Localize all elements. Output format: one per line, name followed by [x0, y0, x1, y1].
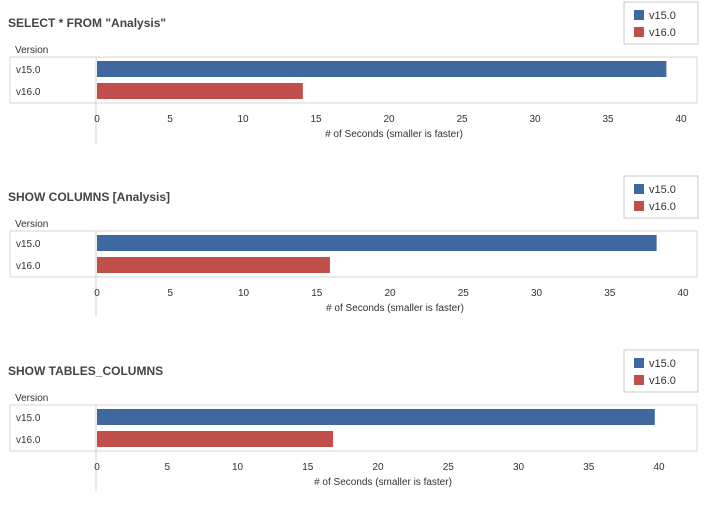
legend-label: v15.0 — [649, 184, 676, 196]
chart-panel-1: SELECT * FROM "Analysis" v15.0 v16.0 Versio… — [8, 1, 699, 143]
category-header: Version — [15, 393, 48, 404]
tick-label-5: 5 — [164, 462, 170, 473]
tick-label-20: 20 — [383, 114, 395, 125]
bar-v16.0 — [97, 431, 334, 447]
legend: v15.0 v16.0 — [623, 175, 699, 219]
tick-label-25: 25 — [458, 288, 470, 299]
legend-swatch-v16.0 — [634, 27, 644, 37]
tick-label-30: 30 — [513, 462, 525, 473]
tick-label-5: 5 — [167, 114, 173, 125]
tick-label-35: 35 — [583, 462, 595, 473]
legend-swatch-v16.0 — [634, 375, 644, 385]
tick-label-25: 25 — [456, 114, 468, 125]
category-label-v15.0: v15.0 — [16, 413, 41, 424]
legend-label: v16.0 — [649, 201, 676, 213]
x-axis-label: # of Seconds (smaller is faster) — [325, 129, 463, 140]
category-label-v16.0: v16.0 — [16, 87, 41, 98]
legend: v15.0 v16.0 — [623, 349, 699, 393]
tick-label-15: 15 — [311, 288, 323, 299]
tick-label-25: 25 — [443, 462, 455, 473]
tick-label-10: 10 — [237, 114, 249, 125]
tick-label-0: 0 — [94, 114, 100, 125]
x-axis-label: # of Seconds (smaller is faster) — [326, 303, 464, 314]
legend-swatch-v15.0 — [634, 358, 644, 368]
chart-title: SELECT * FROM "Analysis" — [8, 16, 166, 30]
x-axis-label: # of Seconds (smaller is faster) — [314, 477, 452, 488]
tick-label-0: 0 — [94, 462, 100, 473]
tick-label-5: 5 — [167, 288, 173, 299]
bar-v16.0 — [97, 83, 303, 99]
legend-label: v16.0 — [649, 375, 676, 387]
tick-label-20: 20 — [384, 288, 396, 299]
legend-label: v15.0 — [649, 10, 676, 22]
chart-title: SHOW COLUMNS [Analysis] — [8, 190, 170, 204]
legend-label: v15.0 — [649, 358, 676, 370]
tick-label-40: 40 — [653, 462, 665, 473]
legend-swatch-v15.0 — [634, 10, 644, 20]
tick-label-0: 0 — [94, 288, 100, 299]
tick-label-15: 15 — [302, 462, 314, 473]
bar-v15.0 — [97, 409, 655, 425]
chart-panel-3: SHOW TABLES_COLUMNS v15.0 v16.0 Version v15.… — [8, 349, 699, 491]
bar-v16.0 — [97, 257, 330, 273]
legend: v15.0 v16.0 — [623, 1, 699, 45]
legend-swatch-v15.0 — [634, 184, 644, 194]
legend-swatch-v16.0 — [634, 201, 644, 211]
tick-label-10: 10 — [232, 462, 244, 473]
tick-label-30: 30 — [531, 288, 543, 299]
category-label-v15.0: v15.0 — [16, 239, 41, 250]
tick-label-20: 20 — [372, 462, 384, 473]
legend-label: v16.0 — [649, 27, 676, 39]
category-label-v16.0: v16.0 — [16, 261, 41, 272]
tick-label-10: 10 — [238, 288, 250, 299]
tick-label-40: 40 — [677, 288, 689, 299]
bar-v15.0 — [97, 235, 657, 251]
bar-v15.0 — [97, 61, 667, 77]
tick-label-30: 30 — [529, 114, 541, 125]
category-header: Version — [15, 45, 48, 56]
category-header: Version — [15, 219, 48, 230]
category-label-v15.0: v15.0 — [16, 65, 41, 76]
tick-label-35: 35 — [604, 288, 616, 299]
chart-title: SHOW TABLES_COLUMNS — [8, 364, 163, 378]
tick-label-15: 15 — [310, 114, 322, 125]
chart-panel-2: SHOW COLUMNS [Analysis] v15.0 v16.0 Version… — [8, 175, 699, 317]
category-label-v16.0: v16.0 — [16, 435, 41, 446]
tick-label-40: 40 — [675, 114, 687, 125]
tick-label-35: 35 — [602, 114, 614, 125]
